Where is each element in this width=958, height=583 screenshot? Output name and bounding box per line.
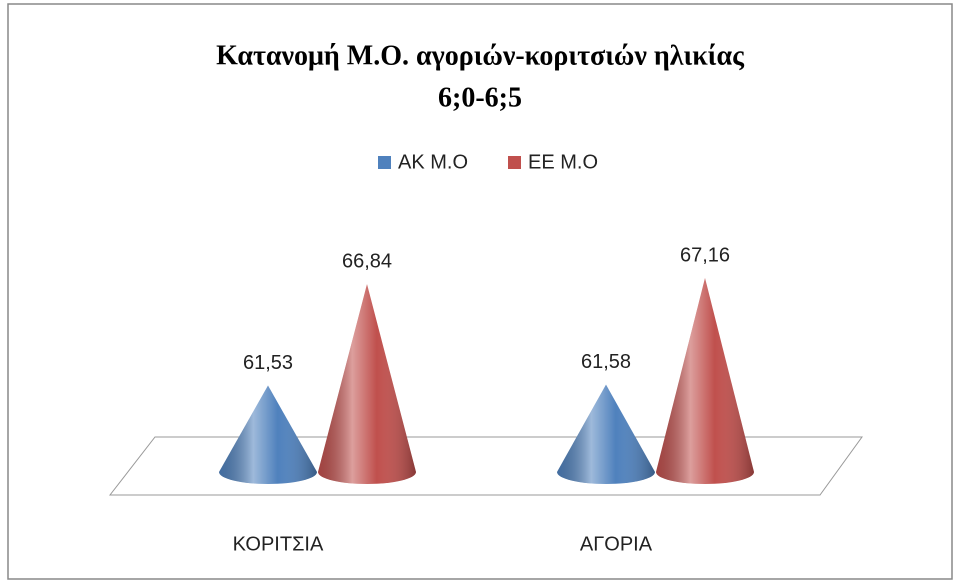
- value-label: 61,58: [581, 351, 631, 373]
- cone-shading: [219, 385, 317, 484]
- legend-label: ΕΕ Μ.Ο: [528, 151, 598, 173]
- chart-subtitle: 6;0-6;5: [438, 82, 522, 113]
- cone-shading: [557, 384, 655, 484]
- legend-label: ΑΚ Μ.Ο: [398, 151, 468, 173]
- value-label: 66,84: [342, 250, 392, 272]
- value-label: 61,53: [243, 352, 293, 374]
- cone-shading: [656, 278, 754, 484]
- x-tick-label: ΑΓΟΡΙΑ: [580, 533, 653, 555]
- value-label: 67,16: [680, 244, 730, 266]
- legend-swatch: [378, 156, 391, 169]
- cone-shading: [318, 284, 416, 484]
- x-tick-label: ΚΟΡΙΤΣΙΑ: [233, 533, 324, 555]
- chart-title: Κατανομή Μ.Ο. αγοριών-κοριτσιών ηλικίας: [216, 40, 745, 71]
- legend-swatch: [508, 156, 521, 169]
